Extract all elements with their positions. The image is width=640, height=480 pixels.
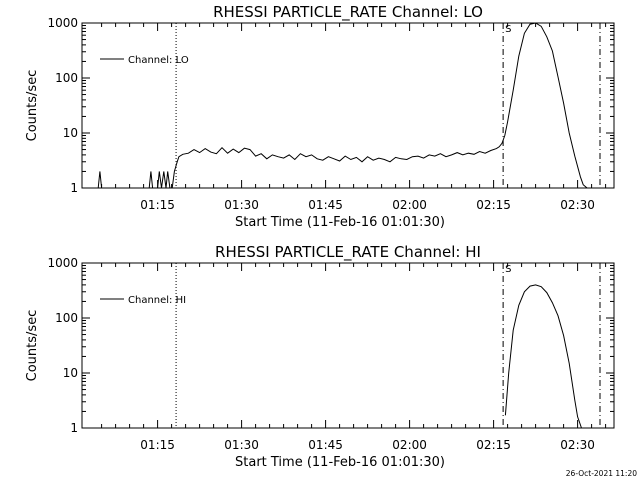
y-tick-label: 10	[63, 126, 78, 140]
chart-panel-hi: RHESSI PARTICLE_RATE Channel: HI 1 10 100 10…	[25, 243, 615, 470]
y-tick-label: 10	[63, 366, 78, 380]
x-tick-label: 02:00	[392, 198, 427, 212]
x-tick-label: 01:15	[140, 438, 175, 452]
x-tick-label: 02:00	[392, 438, 427, 452]
x-tick-label: 01:30	[224, 438, 259, 452]
plot-frame	[81, 262, 615, 429]
series-line	[82, 23, 588, 188]
x-axis-label: Start Time (11-Feb-16 01:01:30)	[235, 455, 445, 470]
x-axis-label: Start Time (11-Feb-16 01:01:30)	[235, 215, 445, 230]
chart-title: RHESSI PARTICLE_RATE Channel: HI	[215, 243, 481, 262]
y-tick-label: 1000	[47, 16, 78, 30]
y-axis-label: Counts/sec	[25, 310, 40, 382]
legend-label: Channel: HI	[128, 295, 186, 306]
chart-title: RHESSI PARTICLE_RATE Channel: LO	[213, 3, 483, 22]
y-tick-label: 100	[55, 71, 78, 85]
x-tick-label: 02:15	[476, 438, 511, 452]
generation-timestamp: 26-Oct-2021 11:20	[565, 469, 637, 478]
x-tick-label: 02:15	[476, 198, 511, 212]
x-tick-label: 01:30	[224, 198, 259, 212]
y-tick-label: 1	[70, 181, 78, 195]
x-tick-label: 01:15	[140, 198, 175, 212]
series-line	[504, 284, 582, 428]
marker-label: S	[505, 264, 511, 275]
legend-label: Channel: LO	[128, 55, 189, 66]
plot-frame	[81, 22, 615, 189]
x-tick-label: 02:30	[560, 198, 595, 212]
x-tick-label: 01:45	[308, 438, 343, 452]
chart-panel-lo: RHESSI PARTICLE_RATE Channel: LO 1 10 100 10…	[25, 3, 615, 230]
y-tick-label: 1000	[47, 256, 78, 270]
x-tick-label: 02:30	[560, 438, 595, 452]
marker-label: S	[505, 24, 511, 35]
y-axis-label: Counts/sec	[25, 70, 40, 142]
x-tick-label: 01:45	[308, 198, 343, 212]
y-tick-label: 1	[70, 421, 78, 435]
y-tick-label: 100	[55, 311, 78, 325]
